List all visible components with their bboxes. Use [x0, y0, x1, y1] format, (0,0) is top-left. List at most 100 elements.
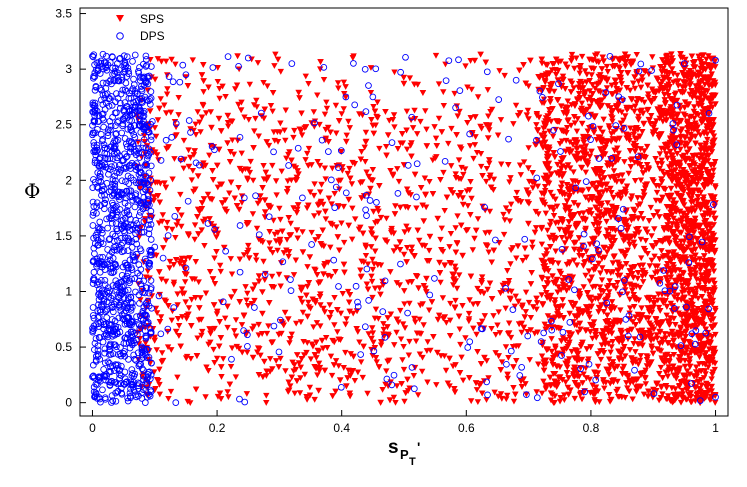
sps-point [695, 53, 702, 60]
sps-point [642, 237, 649, 244]
sps-point [414, 392, 422, 399]
sps-point [302, 73, 309, 80]
sps-point [607, 349, 614, 356]
sps-point [403, 127, 410, 134]
sps-point [621, 159, 628, 165]
sps-point [507, 261, 514, 268]
sps-point [605, 391, 613, 398]
sps-point [608, 203, 616, 210]
sps-point [593, 166, 601, 172]
sps-point [610, 129, 618, 136]
sps-point [214, 184, 221, 191]
sps-point [571, 65, 578, 72]
sps-point [346, 165, 353, 172]
sps-point [692, 111, 700, 117]
sps-point [344, 375, 351, 382]
sps-point [573, 55, 580, 62]
sps-point [594, 221, 601, 228]
sps-point [549, 61, 556, 67]
sps-point [638, 165, 645, 171]
sps-point [546, 146, 553, 153]
sps-point [141, 173, 149, 180]
sps-point [253, 257, 260, 264]
sps-point [616, 265, 624, 271]
sps-point [687, 131, 694, 138]
sps-point [435, 312, 443, 319]
sps-point [326, 302, 333, 309]
sps-point [658, 248, 665, 254]
sps-point [234, 53, 241, 60]
sps-point [369, 294, 376, 301]
sps-point [709, 371, 716, 378]
sps-point [573, 322, 580, 329]
sps-point [334, 329, 341, 336]
sps-point [320, 77, 328, 83]
sps-point [657, 395, 665, 401]
sps-point [584, 305, 592, 312]
sps-point [375, 315, 382, 322]
sps-point [658, 384, 665, 391]
sps-point [630, 80, 637, 87]
sps-point [425, 307, 433, 314]
sps-point [237, 107, 245, 114]
sps-point [700, 52, 707, 59]
sps-point [710, 268, 718, 275]
sps-point [672, 321, 679, 328]
sps-point [574, 382, 582, 389]
sps-point [676, 118, 683, 125]
sps-point [195, 279, 202, 286]
sps-point [188, 296, 195, 303]
sps-point [486, 280, 494, 287]
sps-point [483, 165, 491, 172]
sps-point [277, 68, 285, 75]
sps-point [627, 316, 634, 322]
sps-point [174, 207, 182, 213]
sps-point [661, 97, 669, 104]
sps-point [227, 256, 235, 262]
sps-point [600, 189, 607, 196]
sps-point [570, 367, 578, 374]
sps-point [274, 56, 282, 63]
sps-point [322, 335, 330, 341]
sps-point [181, 279, 189, 286]
sps-point [483, 178, 490, 185]
sps-point [656, 371, 663, 377]
sps-point [584, 159, 592, 166]
sps-point [594, 184, 601, 191]
sps-point [277, 216, 284, 223]
sps-point [486, 127, 493, 134]
sps-point [421, 175, 429, 182]
sps-point [692, 125, 699, 132]
sps-point [683, 324, 691, 331]
sps-point [704, 335, 711, 341]
sps-point [650, 212, 657, 219]
sps-point [682, 329, 689, 336]
sps-point [188, 323, 195, 329]
sps-point [311, 213, 318, 220]
sps-point [522, 289, 530, 296]
sps-point [691, 267, 698, 273]
sps-point [202, 216, 209, 223]
sps-point [157, 314, 165, 321]
sps-point [674, 150, 681, 157]
sps-point [554, 311, 561, 318]
sps-point [541, 120, 548, 127]
sps-point [383, 368, 390, 375]
sps-point [452, 171, 459, 178]
sps-point [704, 136, 711, 143]
sps-point [668, 66, 676, 73]
sps-point [586, 56, 593, 63]
sps-point [584, 128, 592, 135]
sps-point [236, 299, 243, 305]
sps-point [281, 127, 288, 134]
sps-point [616, 272, 624, 279]
sps-point [611, 62, 619, 69]
sps-point [535, 361, 542, 368]
sps-point [613, 86, 620, 92]
sps-point [660, 185, 667, 192]
sps-point [294, 206, 301, 213]
sps-point [670, 363, 677, 370]
sps-point [179, 314, 186, 320]
sps-point [656, 214, 663, 220]
sps-point [670, 229, 677, 236]
